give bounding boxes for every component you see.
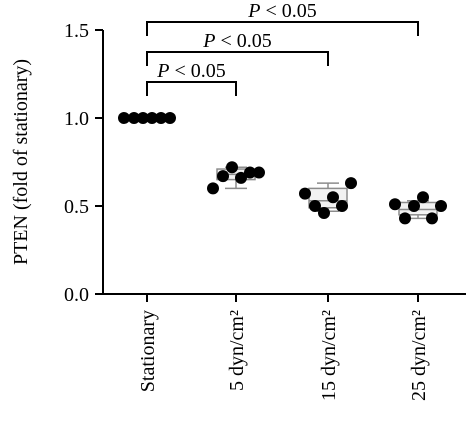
- significance-brackets: P < 0.05 P < 0.05 P < 0.05: [146, 0, 419, 96]
- data-point: [137, 112, 149, 124]
- x-tick-label: Stationary: [137, 310, 159, 392]
- data-point: [128, 112, 140, 124]
- x-tick-label: 25 dyn/cm²: [408, 310, 430, 401]
- data-point: [217, 170, 229, 183]
- data-point: [226, 161, 238, 174]
- x-tick-label: 15 dyn/cm²: [318, 310, 340, 401]
- data-point: [207, 182, 219, 195]
- data-point: [426, 212, 438, 225]
- data-point: [399, 212, 411, 225]
- y-tick-label: 0.0: [64, 284, 89, 306]
- significance-bracket: [146, 81, 237, 96]
- data-point: [309, 200, 321, 212]
- data-point: [299, 187, 311, 200]
- data-point: [318, 207, 330, 220]
- y-tick-label: 1.0: [64, 108, 89, 130]
- significance-label: P < 0.05: [202, 30, 272, 52]
- x-tick-label: 5 dyn/cm²: [226, 310, 248, 391]
- data-point: [244, 166, 256, 179]
- y-ticks: 0.0 0.5 1.0 1.5: [64, 20, 103, 306]
- significance-bracket: [146, 51, 329, 66]
- data-point: [336, 200, 348, 212]
- data-point: [235, 171, 247, 184]
- data-point: [118, 112, 130, 124]
- data-point: [408, 200, 420, 212]
- data-point: [146, 112, 158, 124]
- data-point: [164, 112, 176, 124]
- significance-label: P < 0.05: [247, 0, 317, 22]
- data-point: [417, 191, 429, 204]
- significance-label: P < 0.05: [156, 60, 226, 82]
- data-point: [435, 200, 447, 212]
- significance-bracket: [146, 21, 419, 36]
- data-point: [155, 112, 167, 124]
- y-axis-label: PTEN (fold of stationary): [10, 59, 32, 265]
- x-ticks: Stationary 5 dyn/cm² 15 dyn/cm² 25 dyn/cm²: [137, 294, 430, 401]
- y-tick-label: 1.5: [64, 20, 89, 42]
- data-point: [327, 191, 339, 204]
- data-point: [345, 177, 357, 190]
- data-points: [118, 112, 447, 225]
- data-point: [253, 166, 265, 179]
- y-tick-label: 0.5: [64, 196, 89, 218]
- data-point: [389, 198, 401, 211]
- axes: [102, 30, 466, 295]
